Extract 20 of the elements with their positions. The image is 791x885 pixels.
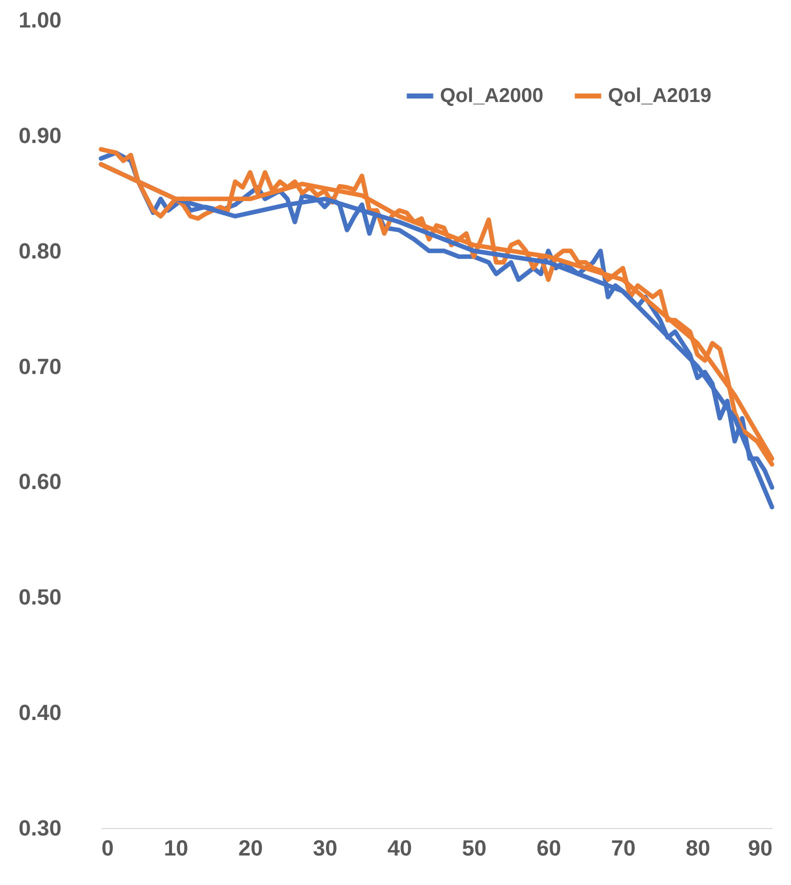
x-tick-label: 40 [387, 836, 412, 860]
x-tick-label: 70 [611, 836, 636, 860]
y-tick-label: 0.70 [18, 354, 62, 379]
x-tick-label: 60 [536, 836, 562, 860]
x-tick-label: 80 [686, 836, 710, 860]
y-tick-label: 0.40 [18, 700, 62, 726]
y-tick-label: 0.80 [18, 238, 62, 264]
legend-label: Qol_A2000 [440, 85, 544, 107]
y-tick-label: 0.90 [18, 122, 62, 148]
x-tick-label: 30 [312, 836, 338, 860]
y-tick-label: 1.00 [18, 8, 62, 32]
x-tick-label: 90 [748, 836, 772, 860]
legend-label: Qol_A2019 [608, 85, 712, 107]
x-tick-label: 10 [164, 836, 188, 860]
x-tick-label: 50 [462, 836, 487, 860]
y-tick-label: 0.60 [18, 469, 62, 494]
x-tick-label: 20 [238, 836, 263, 860]
y-tick-label: 0.50 [18, 584, 62, 610]
x-tick-label: 0 [102, 836, 114, 860]
y-tick-label: 0.30 [18, 816, 62, 840]
